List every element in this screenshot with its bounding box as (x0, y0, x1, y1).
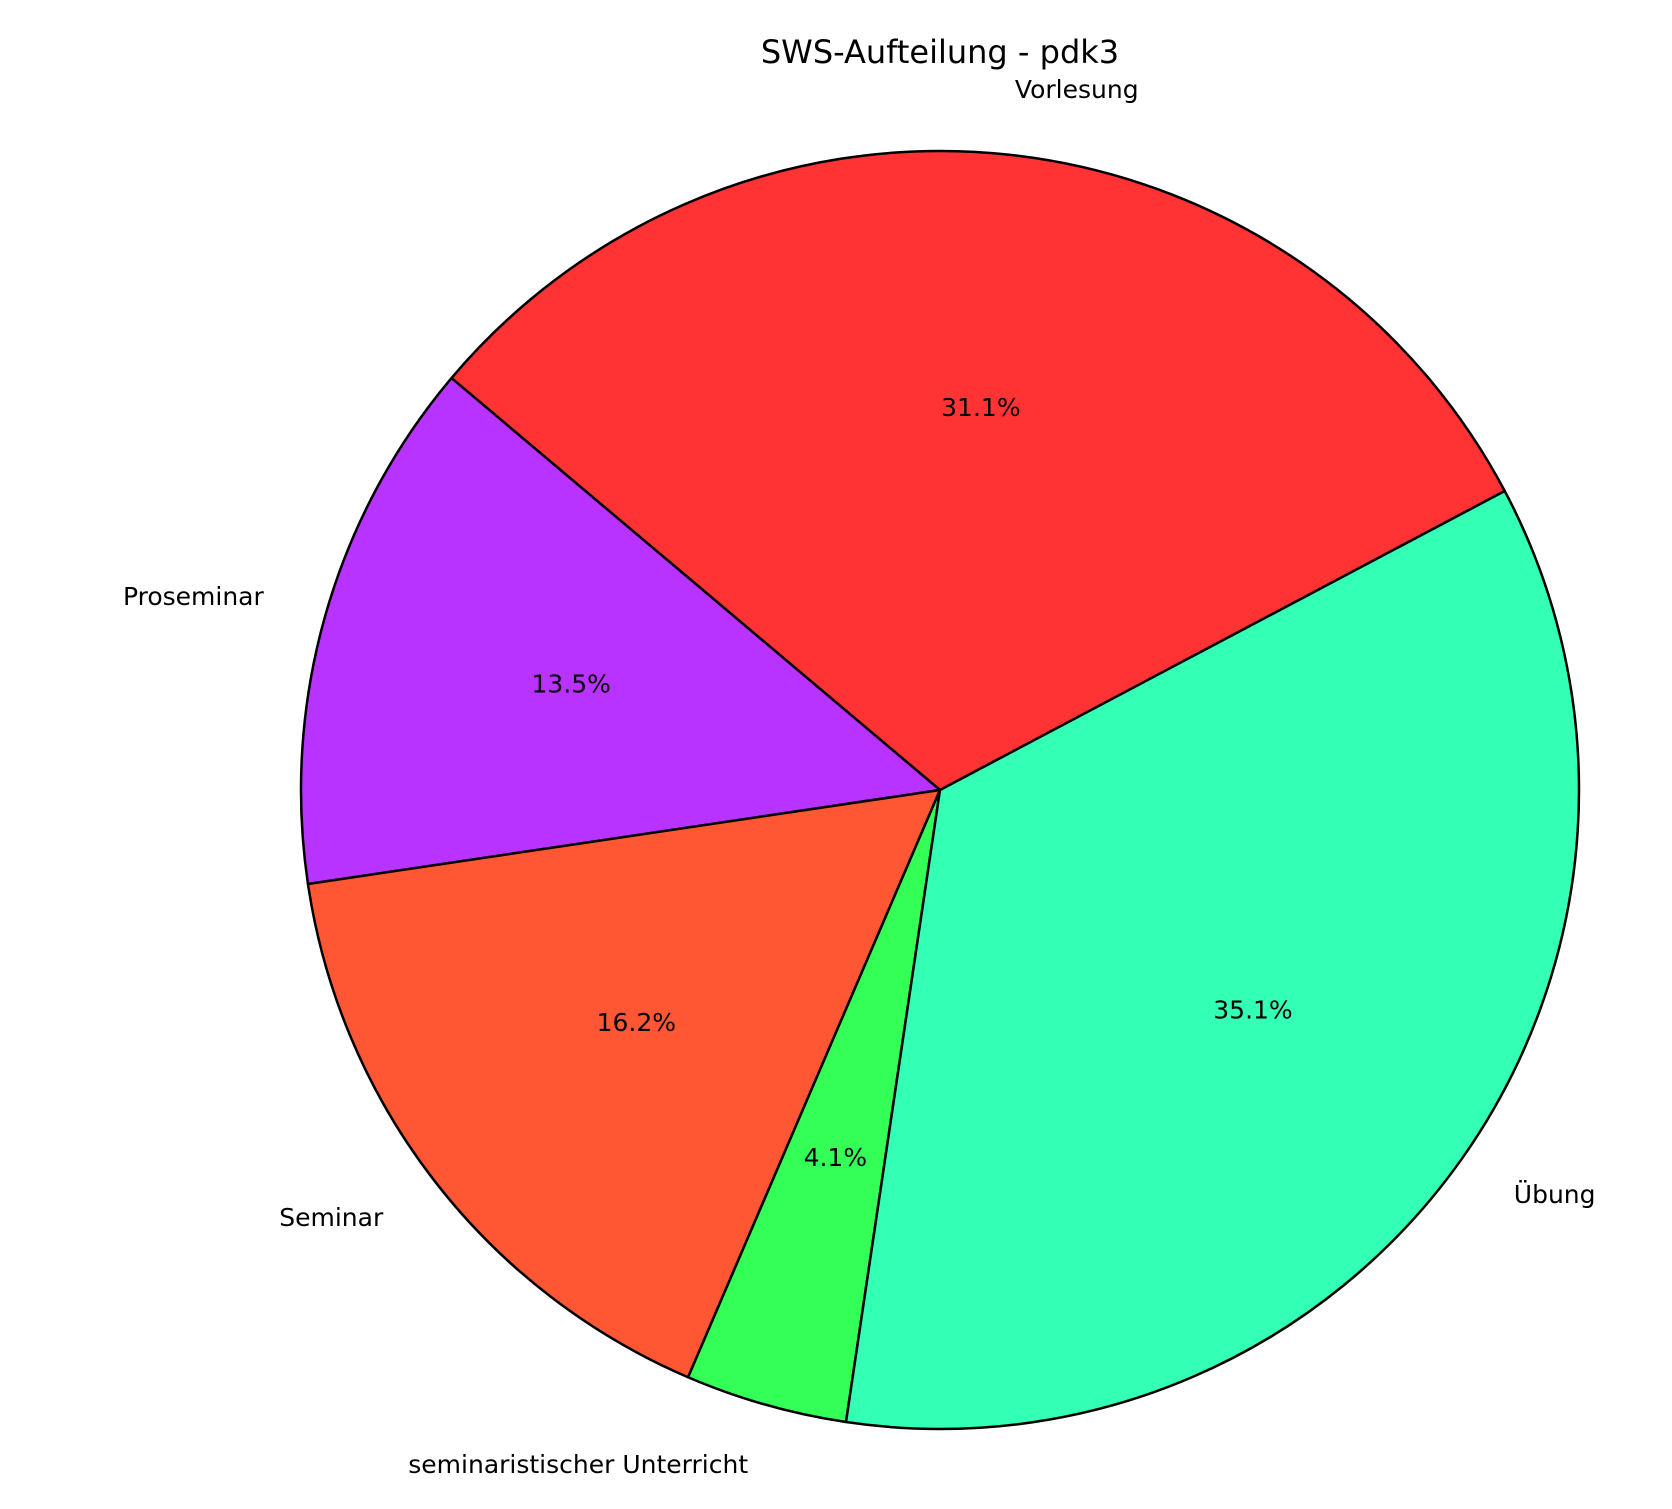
value-label: 31.1% (941, 393, 1020, 422)
value-label: 16.2% (597, 1008, 676, 1037)
value-label: 4.1% (804, 1143, 868, 1172)
slice-label: Proseminar (123, 582, 265, 611)
pie-slice (306, 788, 942, 1379)
slice-label: seminaristischer Unterricht (408, 1450, 748, 1479)
slice-label: Übung (1514, 1180, 1596, 1209)
slice-label: Seminar (279, 1203, 384, 1232)
pie-slice (299, 376, 942, 886)
value-label: 13.5% (531, 669, 610, 698)
value-label: 35.1% (1213, 995, 1292, 1024)
pie-slice (844, 489, 1581, 1431)
slice-label: Vorlesung (1015, 75, 1139, 104)
chart-title: SWS-Aufteilung - pdk3 (761, 33, 1119, 71)
